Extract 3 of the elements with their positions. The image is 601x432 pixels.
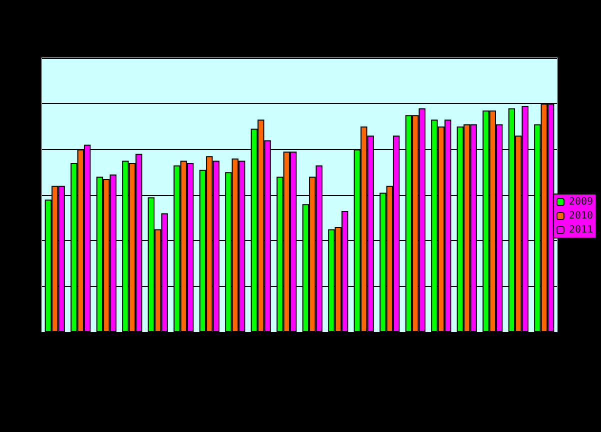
legend-label: 2010: [568, 210, 594, 222]
legend-label: 2009: [568, 196, 594, 208]
legend-label: 2011: [568, 224, 594, 236]
